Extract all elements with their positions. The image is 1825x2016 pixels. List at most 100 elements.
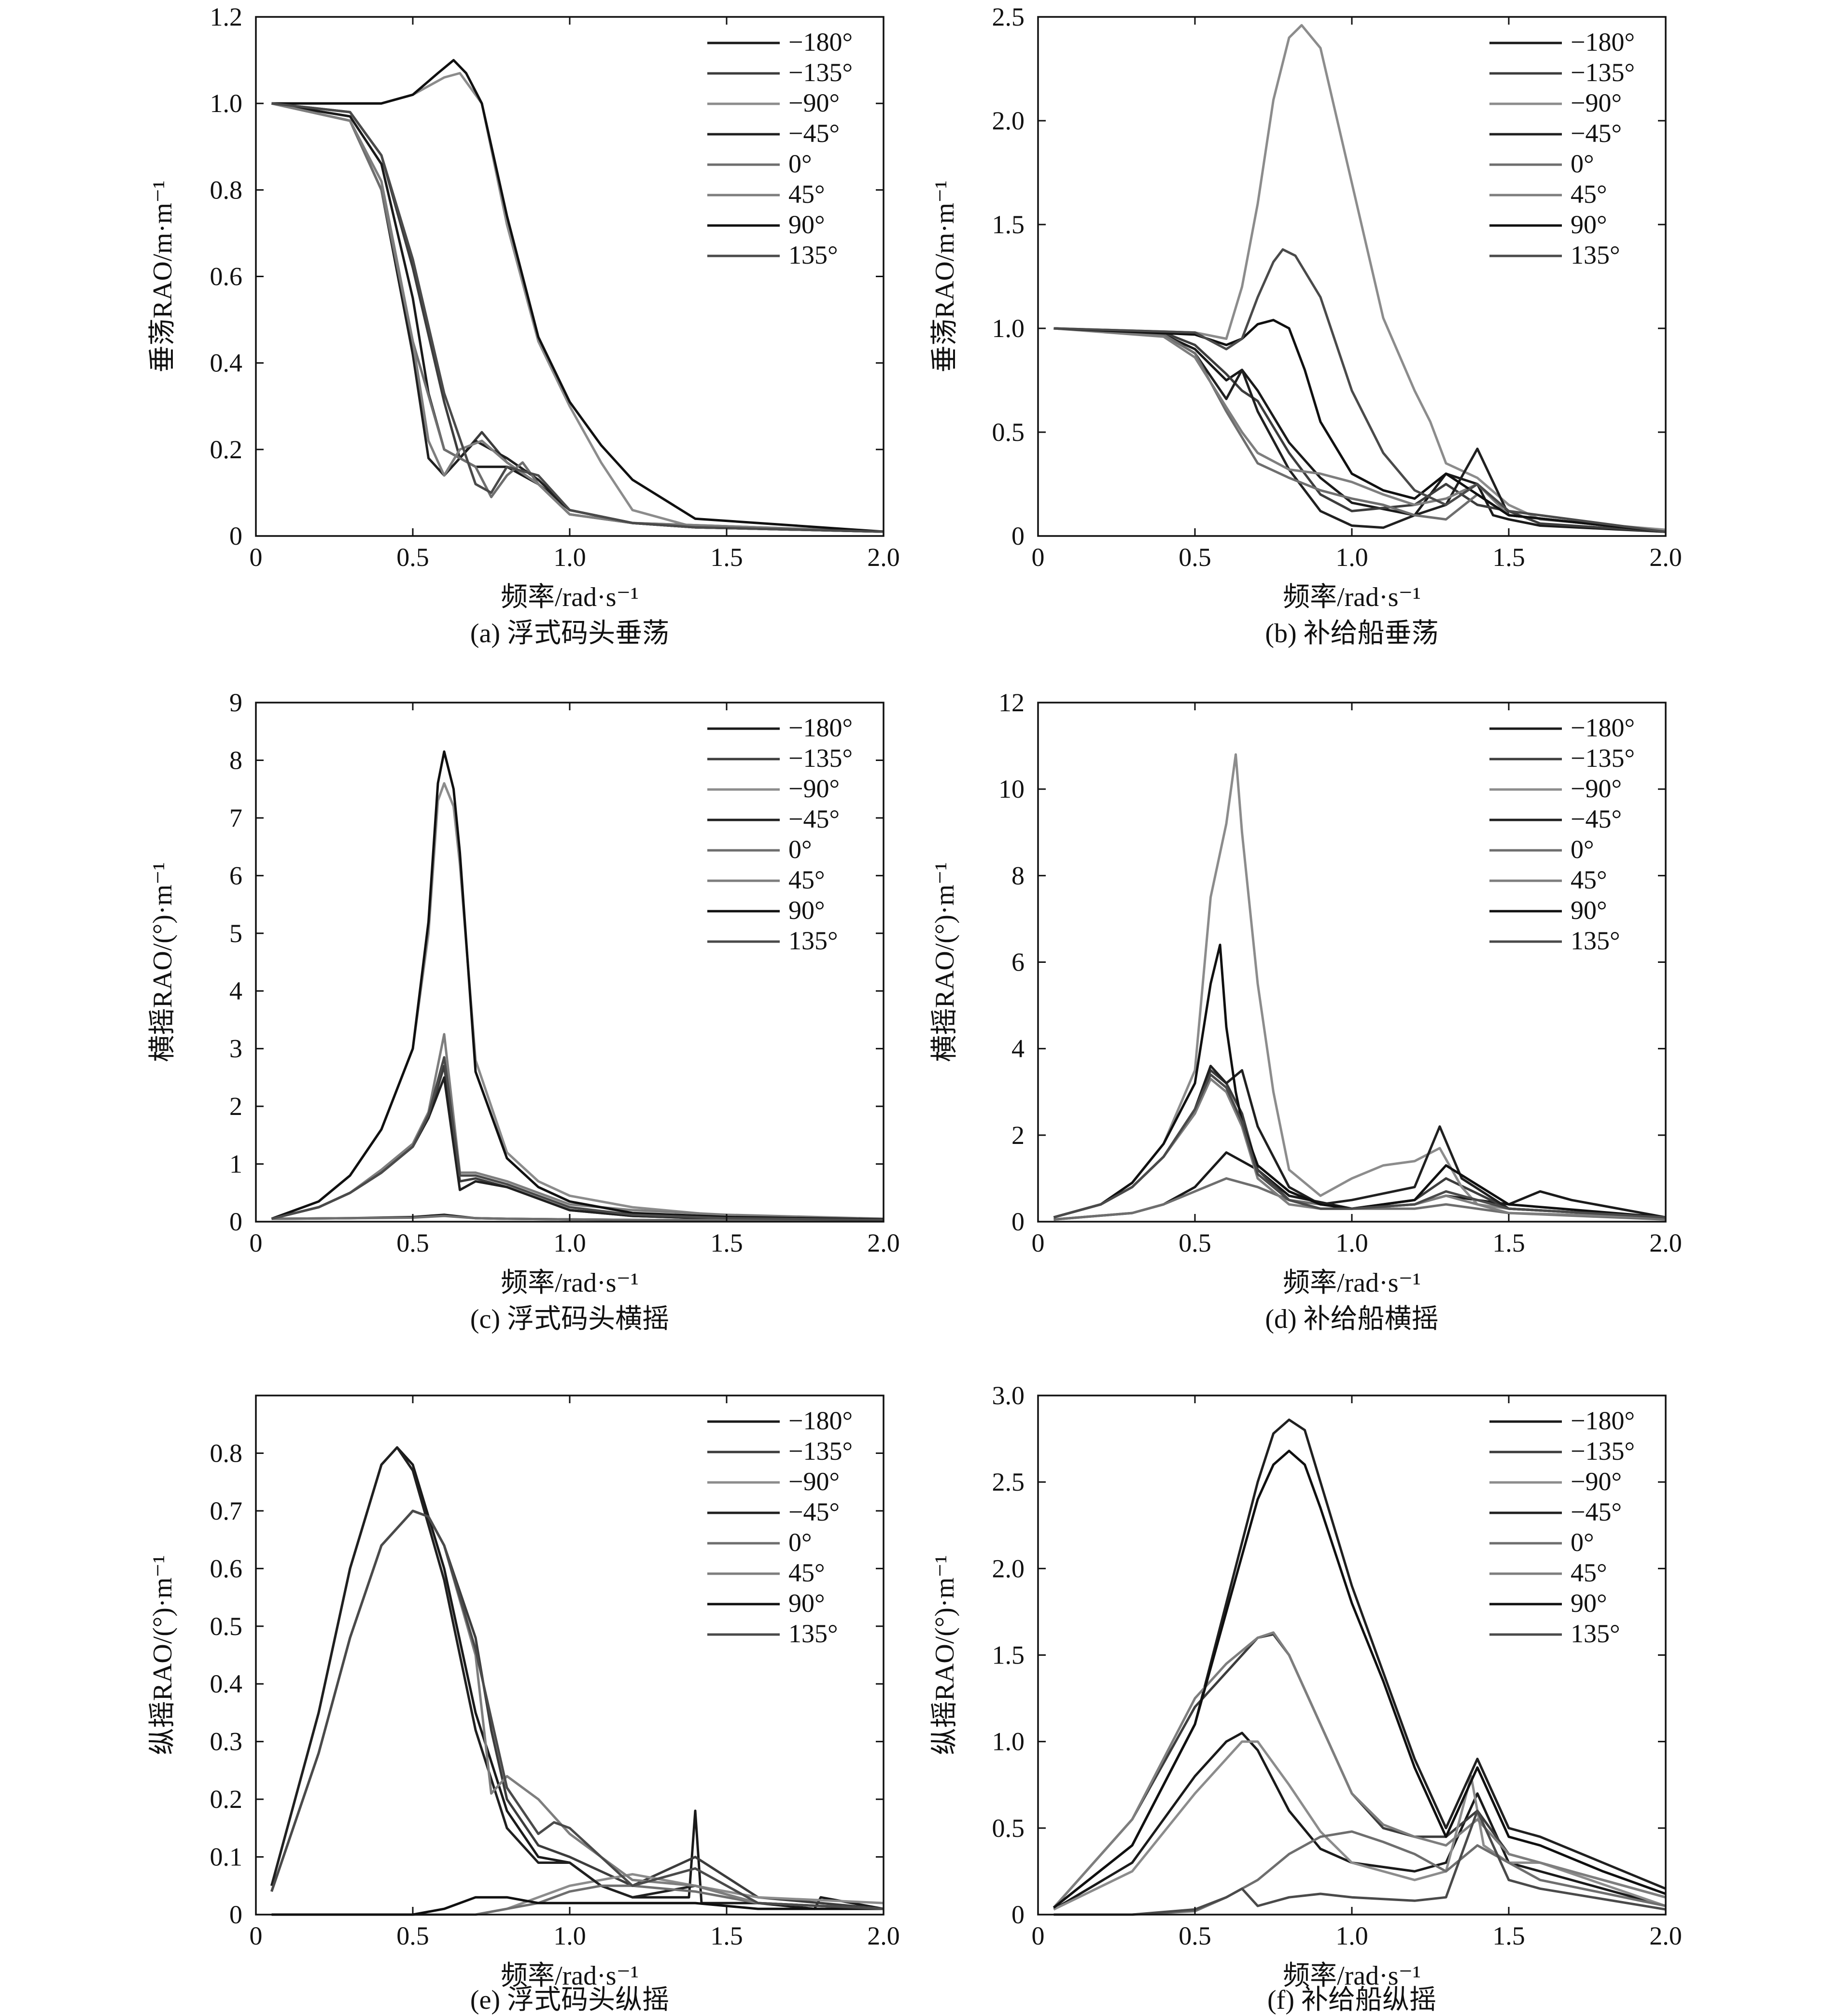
series-line-7 xyxy=(1053,1450,1666,1909)
series-line-2 xyxy=(1053,1069,1666,1219)
x-tick-label: 1.0 xyxy=(553,1921,586,1950)
series-line-8 xyxy=(1053,1809,1666,1916)
legend-label: −135° xyxy=(1571,1437,1635,1466)
x-tick-label: 2.0 xyxy=(1649,1921,1682,1950)
y-tick-label: 2.5 xyxy=(992,2,1025,31)
legend-label: 90° xyxy=(788,210,825,239)
x-tick-label: 0 xyxy=(250,1228,263,1257)
y-tick-label: 0 xyxy=(1011,1207,1025,1236)
x-tick-label: 0 xyxy=(1032,1228,1045,1257)
legend-label: −45° xyxy=(788,804,840,833)
x-axis-label: 频率/rad·s⁻¹ xyxy=(501,582,639,612)
x-tick-label: 0.5 xyxy=(396,1921,429,1950)
legend-label: 0° xyxy=(788,1528,812,1557)
series-line-3 xyxy=(1053,1740,1666,1911)
y-tick-label: 0.7 xyxy=(210,1496,243,1525)
legend-label: −135° xyxy=(788,744,853,773)
panel-caption: (d) 补给船横摇 xyxy=(1265,1304,1438,1334)
series-line-5 xyxy=(1053,1177,1666,1221)
series-line-3 xyxy=(1053,24,1666,531)
series-line-4 xyxy=(271,1076,884,1221)
series-line-7 xyxy=(1053,944,1666,1219)
series-line-7 xyxy=(271,59,884,533)
legend-label: −90° xyxy=(1571,1467,1622,1496)
legend-label: −90° xyxy=(1571,88,1622,117)
legend-label: 90° xyxy=(788,1589,825,1618)
x-tick-label: 1.5 xyxy=(1492,543,1525,572)
y-tick-label: 4 xyxy=(229,976,242,1005)
legend-label: 45° xyxy=(788,1558,825,1587)
x-axis-label: 频率/rad·s⁻¹ xyxy=(1283,1961,1421,1991)
y-tick-label: 9 xyxy=(229,688,242,717)
legend-label: 45° xyxy=(1571,1558,1607,1587)
series-line-8 xyxy=(271,102,884,533)
legend-label: −45° xyxy=(1571,1497,1622,1526)
series-line-8 xyxy=(270,1509,884,1910)
legend-label: 135° xyxy=(788,926,838,955)
legend-label: 135° xyxy=(788,240,838,269)
series-line-2 xyxy=(1053,1633,1666,1909)
y-axis-label: 垂荡RAO/m·m⁻¹ xyxy=(148,181,178,373)
legend-label: −180° xyxy=(1571,1406,1635,1435)
chart-panel-e: 0 0.5 1.0 1.5 2.0 0 0.1 0.2 0.3 0.4 0.5 0.6 0.7 0.8 频率… xyxy=(148,1395,900,2015)
y-tick-label: 1.0 xyxy=(992,314,1025,343)
series-line-8 xyxy=(1053,1073,1666,1219)
y-tick-label: 1.5 xyxy=(992,210,1025,239)
x-tick-label: 0.5 xyxy=(396,1228,429,1257)
x-tick-label: 2.0 xyxy=(1649,543,1682,572)
x-tick-label: 1.5 xyxy=(710,1228,743,1257)
chart-panel-c: 0 0.5 1.0 1.5 2.0 0 1 2 3 4 5 6 7 8 9 频率/rad·s⁻¹ 横摇RAO/(… xyxy=(148,688,900,1334)
series-line-5 xyxy=(271,1214,884,1222)
legend-label: −90° xyxy=(1571,774,1622,803)
series-line-6 xyxy=(1053,1077,1666,1219)
legend-label: 0° xyxy=(788,149,812,178)
y-tick-label: 5 xyxy=(229,919,242,948)
legend-label: −45° xyxy=(1571,119,1622,148)
series-line-4 xyxy=(270,1446,884,1910)
x-tick-label: 1.0 xyxy=(1335,1228,1368,1257)
legend-label: 135° xyxy=(1571,240,1620,269)
y-tick-label: 2.0 xyxy=(992,1554,1025,1583)
y-axis-label: 纵摇RAO/(°)·m⁻¹ xyxy=(148,1555,178,1755)
legend-label: −180° xyxy=(788,713,853,742)
legend-label: −180° xyxy=(1571,713,1635,742)
legend-label: 0° xyxy=(1571,1528,1594,1557)
y-tick-label: 3.0 xyxy=(992,1381,1025,1410)
legend-label: −45° xyxy=(788,119,840,148)
chart-panel-f: 0 0.5 1.0 1.5 2.0 0 0.5 1.0 1.5 2.0 2.5 3.0 频率/rad·s… xyxy=(930,1381,1682,2015)
y-tick-label: 12 xyxy=(998,688,1025,717)
series-line-4 xyxy=(1053,1065,1666,1219)
legend-label: 45° xyxy=(1571,180,1607,209)
y-tick-label: 0.4 xyxy=(210,349,243,378)
legend-label: −135° xyxy=(788,58,853,87)
legend-label: 0° xyxy=(788,835,812,864)
x-tick-label: 1.5 xyxy=(1492,1228,1525,1257)
y-tick-label: 1.5 xyxy=(992,1641,1025,1670)
x-tick-label: 0 xyxy=(1032,1921,1045,1950)
legend-label: −135° xyxy=(1571,58,1635,87)
y-tick-label: 2 xyxy=(229,1092,242,1121)
y-tick-label: 0.2 xyxy=(210,1785,243,1814)
y-tick-label: 8 xyxy=(229,746,242,775)
y-axis-label: 横摇RAO/(°)·m⁻¹ xyxy=(148,862,178,1062)
legend-label: −90° xyxy=(788,774,840,803)
legend-label: −135° xyxy=(788,1437,853,1466)
y-tick-label: 0 xyxy=(1011,1900,1025,1929)
y-tick-label: 0.5 xyxy=(210,1612,243,1641)
y-tick-label: 0.8 xyxy=(210,1438,243,1467)
y-tick-label: 7 xyxy=(229,804,242,832)
chart-panel-a: 0 0.5 1.0 1.5 2.0 0 0.2 0.4 0.6 0.8 1.0 1.2 频率/rad·s… xyxy=(148,2,900,649)
series-line-6 xyxy=(271,1033,884,1220)
x-tick-label: 1.0 xyxy=(1335,543,1368,572)
panel-caption: (f) 补给船纵摇 xyxy=(1267,1985,1436,2015)
y-tick-label: 0 xyxy=(229,1207,242,1236)
y-tick-label: 0.3 xyxy=(210,1727,243,1756)
legend-label: −45° xyxy=(788,1497,840,1526)
panel-caption: (b) 补给船垂荡 xyxy=(1265,619,1438,649)
panel-caption: (c) 浮式码头横摇 xyxy=(470,1304,669,1334)
y-tick-label: 2.0 xyxy=(992,106,1025,135)
legend-label: 0° xyxy=(1571,835,1594,864)
series-line-1 xyxy=(1053,327,1666,533)
y-tick-label: 0.2 xyxy=(210,435,243,464)
y-tick-label: 1.2 xyxy=(210,2,243,31)
